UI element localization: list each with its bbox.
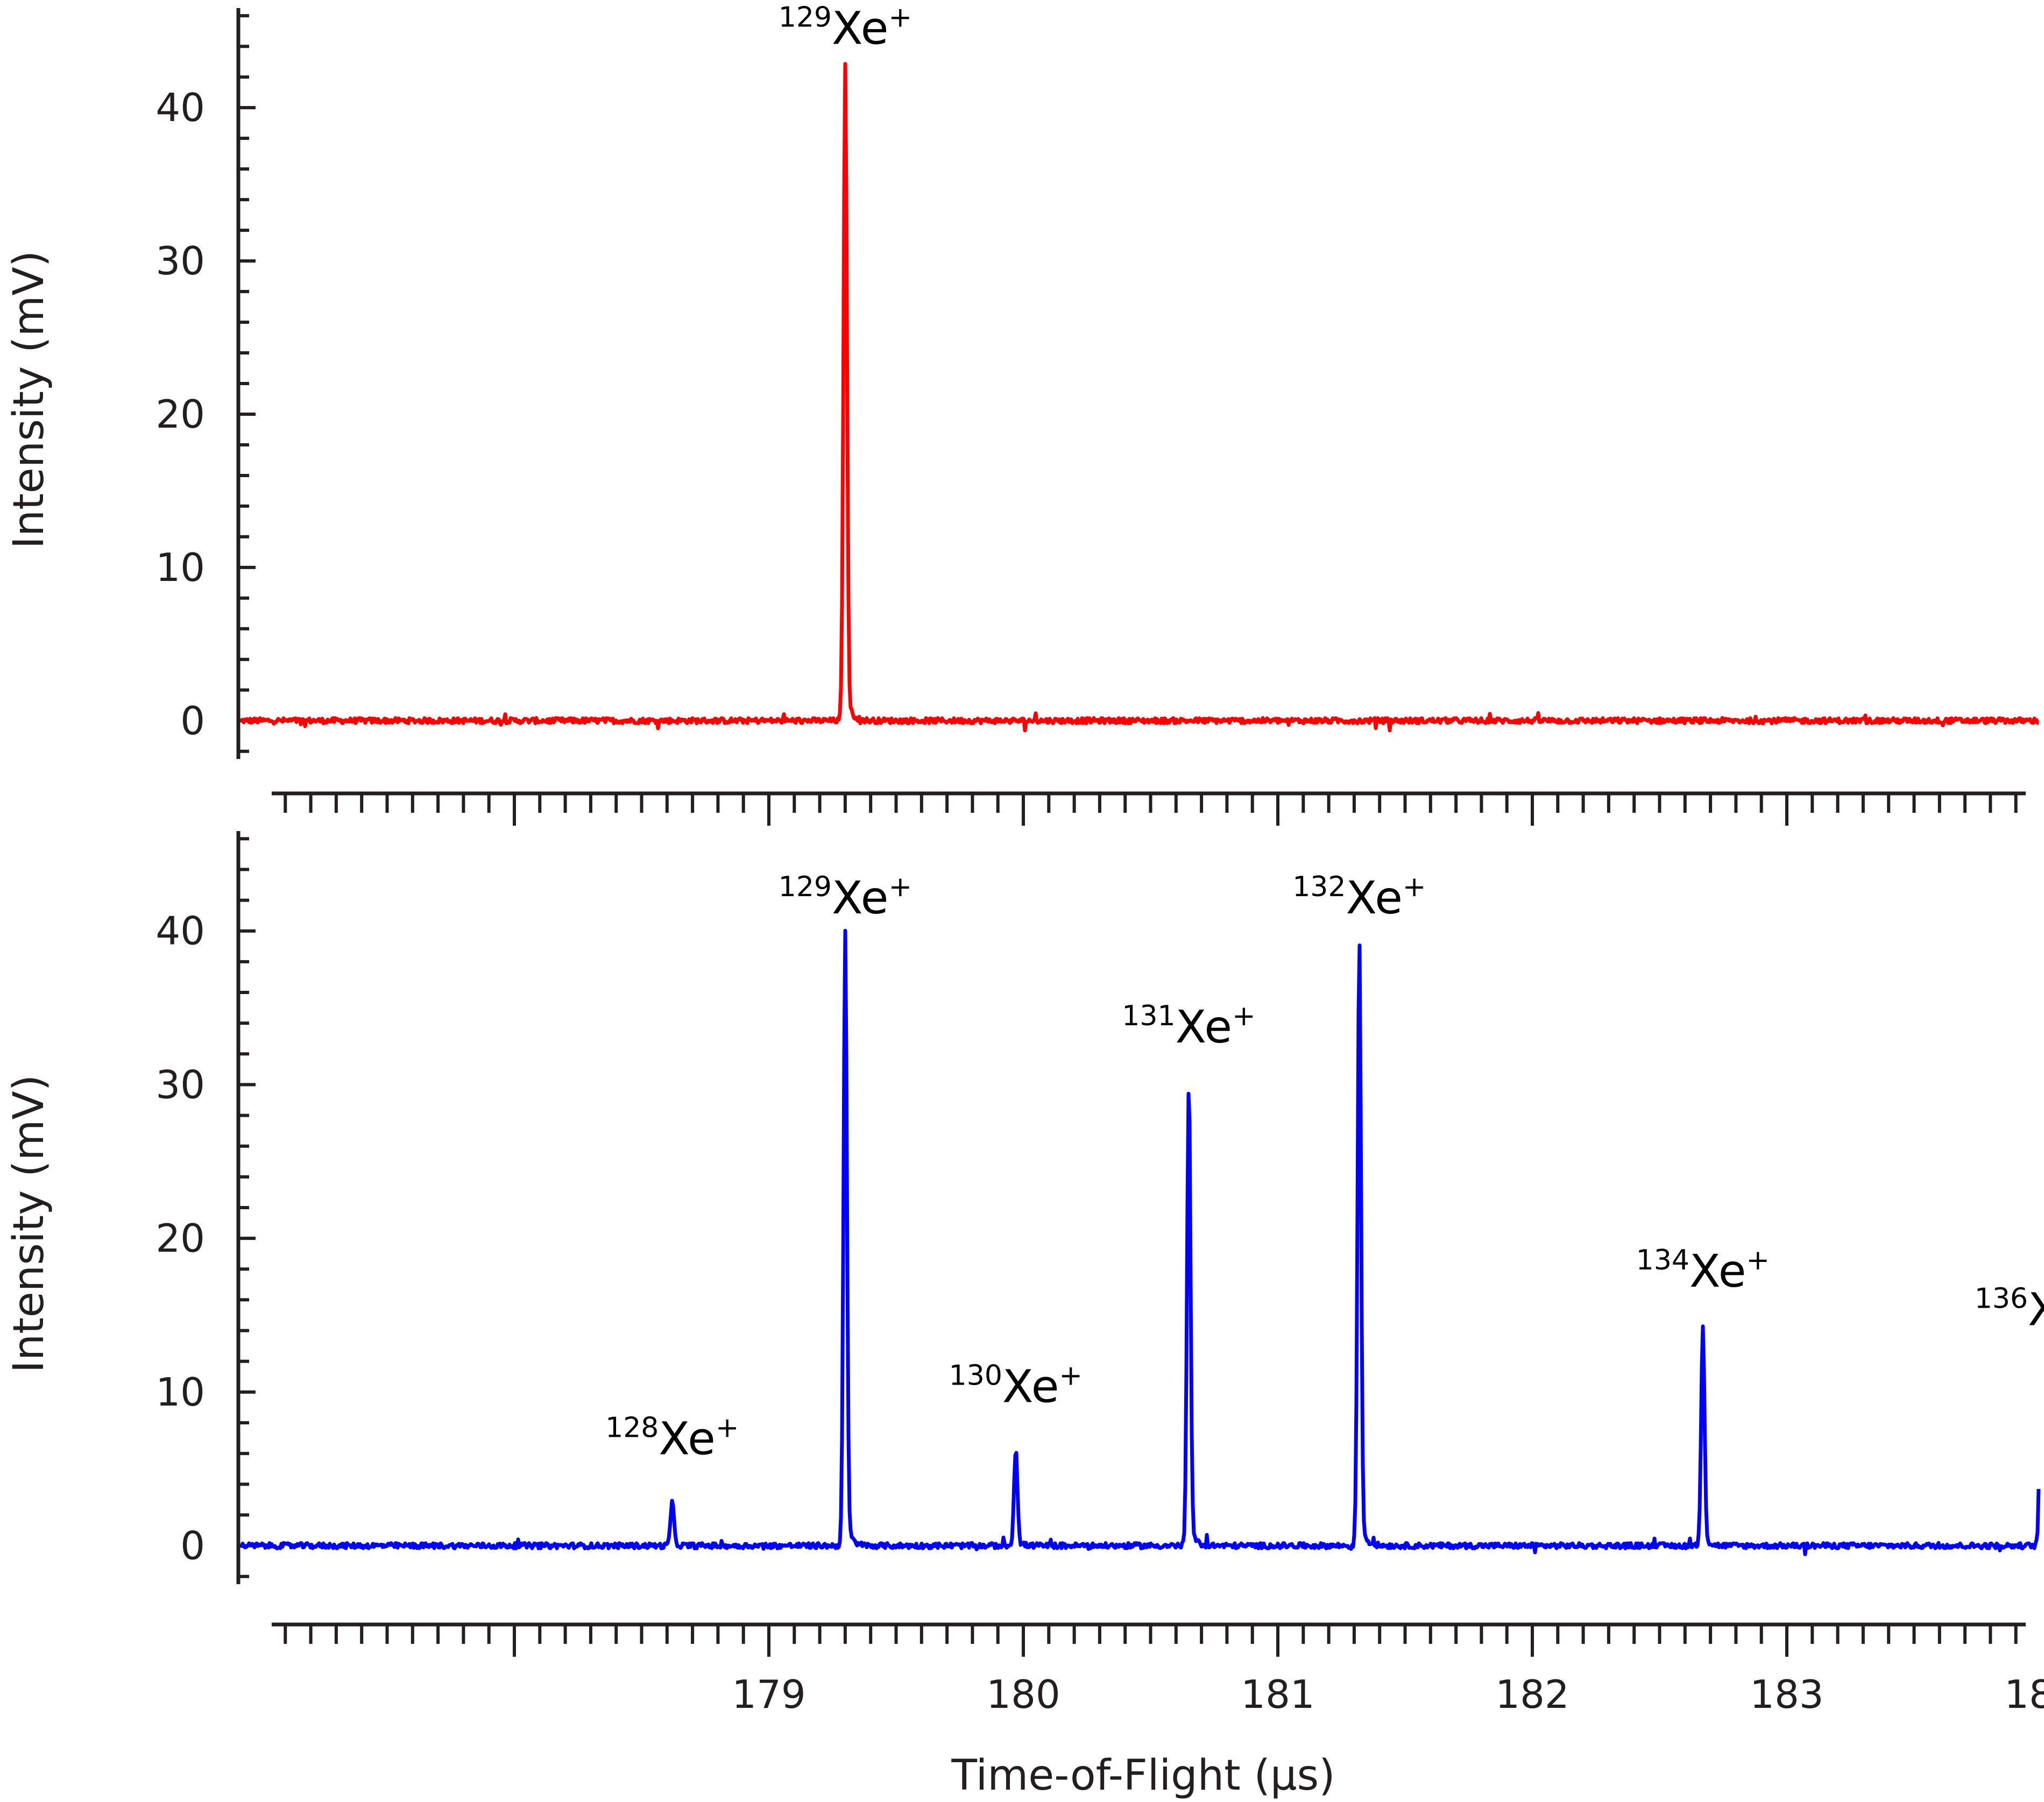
peak-label: 130Xe+ [949,1359,1083,1413]
peak-mass-number: 136 [1975,1283,2028,1315]
peak-charge: + [888,2,912,34]
x-tick-label: 179 [732,1672,805,1717]
y-tick-label: 30 [155,1062,205,1107]
peak-mass-number: 128 [605,1412,659,1444]
y-tick-label: 20 [155,1216,205,1261]
y-tick-label: 0 [180,698,205,743]
peak-label: 129Xe+ [779,871,912,924]
y-tick-label: 0 [180,1523,205,1569]
peak-label: 128Xe+ [605,1412,739,1465]
peak-charge: + [716,1412,739,1444]
y-tick-label: 20 [155,392,205,437]
peak-point [1702,1335,1703,1336]
peak-mass-number: 129 [779,871,832,903]
x-tick-label: 183 [1750,1672,1823,1717]
top-panel: 0 10 20 30 40 Intensity (mV) 129Xe+ [5,2,2040,826]
peak-species: Xe [659,1413,715,1465]
peak-mass-number: 134 [1636,1244,1689,1276]
y-tick-label: 30 [155,238,205,283]
peak-point [1015,1450,1016,1451]
peak-mass-number: 131 [1122,1000,1175,1032]
peak-mass-number: 130 [949,1359,1002,1392]
x-tick-label: 180 [986,1672,1060,1717]
series-line [239,928,2041,1556]
peak-point [672,1502,673,1503]
y-tick-label: 40 [155,85,205,130]
y-tick-label: 40 [155,909,205,954]
y-tick-label: 10 [155,1370,205,1415]
peak-label: 131Xe+ [1122,1000,1255,1053]
peak-label: 132Xe+ [1292,871,1426,924]
y-tick-label: 10 [155,545,205,590]
peak-charge: + [1746,1244,1770,1276]
x-tick-label: 184 [2004,1672,2044,1717]
y-axis-title: Intensity (mV) [5,1075,53,1373]
peak-label: 134Xe+ [1636,1244,1770,1297]
peak-species: Xe [1002,1360,1059,1413]
series-line [239,62,2040,733]
peak-label: 129Xe+ [779,2,912,55]
peak-point [1359,961,1360,962]
peak-point [2041,1373,2042,1374]
x-tick-label: 181 [1241,1672,1314,1717]
peak-charge: + [1232,1000,1256,1032]
peak-species: Xe [1689,1245,1746,1297]
peak-charge: + [1403,871,1426,903]
x-tick-label: 182 [1495,1672,1569,1717]
x-axis-title: Time-of-Flight (μs) [951,1751,1335,1800]
peak-mass-number: 129 [779,2,832,34]
peak-species: Xe [832,871,888,924]
peak-species: Xe [2028,1283,2044,1336]
peak-species: Xe [1176,1001,1232,1053]
peak-label: 136Xe+ [1975,1283,2044,1336]
y-axis-title: Intensity (mV) [5,251,53,549]
bottom-panel: 0 10 20 30 40 Intensity (mV) 179 180 181 182 183 18… [5,831,2044,1800]
peak-mass-number: 132 [1292,871,1346,903]
peak-charge: + [1059,1359,1083,1392]
peak-species: Xe [1346,871,1402,924]
peak-species: Xe [832,2,888,55]
peak-charge: + [888,871,912,903]
